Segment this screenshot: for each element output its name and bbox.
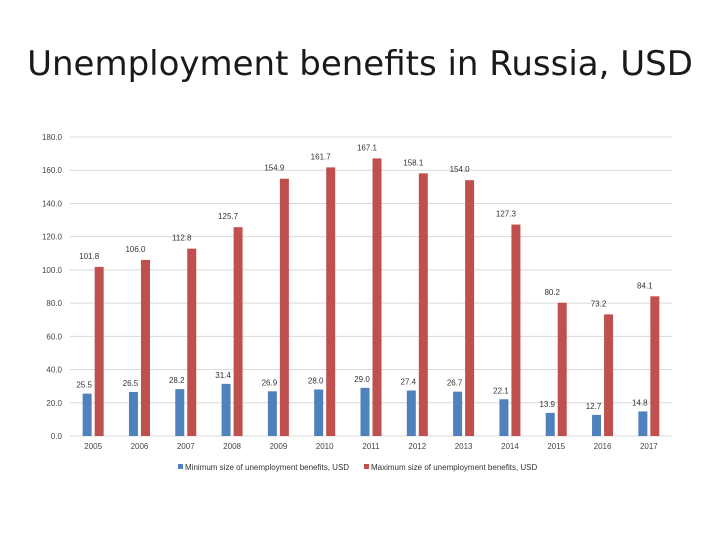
bar-min-2013 bbox=[453, 391, 463, 436]
data-label-min-2011: 29.0 bbox=[354, 375, 370, 384]
data-label-max-2009: 154.9 bbox=[264, 164, 285, 173]
x-tick-label: 2017 bbox=[640, 442, 658, 451]
bar-min-2010 bbox=[314, 389, 324, 436]
x-tick-label: 2005 bbox=[84, 442, 102, 451]
y-tick-label: 160.0 bbox=[42, 166, 63, 175]
x-tick-label: 2015 bbox=[547, 442, 565, 451]
bar-min-2007 bbox=[175, 389, 185, 436]
bar-min-2017 bbox=[638, 411, 648, 436]
bar-min-2008 bbox=[221, 383, 231, 436]
bar-max-2017 bbox=[650, 296, 660, 436]
data-label-min-2010: 28.0 bbox=[308, 376, 324, 385]
y-tick-label: 80.0 bbox=[46, 299, 62, 308]
y-tick-label: 40.0 bbox=[46, 366, 62, 375]
legend-swatch-max bbox=[364, 464, 369, 469]
data-label-min-2008: 31.4 bbox=[215, 371, 231, 380]
bar-max-2007 bbox=[187, 248, 197, 436]
y-tick-label: 140.0 bbox=[42, 199, 63, 208]
y-tick-label: 180.0 bbox=[42, 133, 63, 142]
legend: Minimum size of unemployment benefits, U… bbox=[178, 463, 538, 472]
y-tick-label: 100.0 bbox=[42, 266, 63, 275]
bar-min-2005 bbox=[82, 393, 92, 436]
x-tick-label: 2012 bbox=[408, 442, 426, 451]
bar-min-2011 bbox=[360, 387, 370, 436]
data-label-min-2015: 13.9 bbox=[539, 400, 555, 409]
bar-min-2012 bbox=[406, 390, 416, 436]
y-tick-label: 60.0 bbox=[46, 332, 62, 341]
y-tick-label: 20.0 bbox=[46, 399, 62, 408]
data-label-min-2007: 28.2 bbox=[169, 376, 185, 385]
x-tick-label: 2007 bbox=[177, 442, 195, 451]
data-label-min-2009: 26.9 bbox=[262, 378, 278, 387]
data-label-min-2005: 25.5 bbox=[76, 381, 92, 390]
bar-min-2016 bbox=[592, 414, 602, 436]
data-labels: 25.5 101.8 26.5 106.0 28.2 112.8 31.4 125.7 26.9… bbox=[76, 143, 653, 410]
data-label-max-2017: 84.1 bbox=[637, 281, 653, 290]
data-label-max-2012: 158.1 bbox=[403, 158, 424, 167]
gridlines bbox=[70, 136, 672, 437]
bar-max-2013 bbox=[465, 180, 475, 436]
bar-min-2015 bbox=[545, 412, 555, 436]
y-tick-label: 120.0 bbox=[42, 233, 63, 242]
x-tick-label: 2009 bbox=[269, 442, 287, 451]
data-label-max-2006: 106.0 bbox=[125, 245, 146, 254]
bar-min-2009 bbox=[267, 391, 277, 436]
data-label-max-2013: 154.0 bbox=[450, 165, 471, 174]
data-label-max-2016: 73.2 bbox=[591, 299, 607, 308]
bar-max-2011 bbox=[372, 158, 382, 436]
data-label-min-2016: 12.7 bbox=[586, 402, 602, 411]
bar-max-2006 bbox=[140, 259, 150, 436]
slide-title: Unemployment benefits in Russia, USD bbox=[27, 44, 693, 84]
bar-max-2010 bbox=[326, 167, 336, 437]
y-axis-tick-labels: 0.0 20.0 40.0 60.0 80.0 100.0 120.0 140.0 160.0 1… bbox=[42, 133, 63, 441]
data-label-min-2012: 27.4 bbox=[401, 377, 417, 386]
data-label-min-2006: 26.5 bbox=[123, 379, 139, 388]
bar-max-2009 bbox=[279, 178, 289, 436]
data-label-min-2014: 22.1 bbox=[493, 386, 509, 395]
data-label-max-2008: 125.7 bbox=[218, 212, 239, 221]
data-label-min-2013: 26.7 bbox=[447, 379, 463, 388]
bar-min-2006 bbox=[128, 391, 138, 436]
x-axis-tick-labels: 2005 2006 2007 2008 2009 2010 2011 2012 2013 2014… bbox=[84, 442, 658, 451]
bar-max-2015 bbox=[557, 302, 567, 436]
data-label-max-2014: 127.3 bbox=[496, 210, 517, 219]
x-tick-label: 2010 bbox=[316, 442, 334, 451]
data-label-max-2005: 101.8 bbox=[79, 252, 100, 261]
bar-max-2008 bbox=[233, 227, 243, 436]
legend-swatch-min bbox=[178, 464, 183, 469]
legend-label-max: Maximum size of unemployment benefits, U… bbox=[371, 463, 538, 472]
y-tick-label: 0.0 bbox=[51, 432, 63, 441]
x-tick-label: 2006 bbox=[131, 442, 149, 451]
bar-max-2005 bbox=[94, 266, 104, 436]
data-label-max-2010: 161.7 bbox=[311, 152, 332, 161]
data-label-min-2017: 14.8 bbox=[632, 398, 648, 407]
bar-max-2012 bbox=[418, 173, 428, 436]
bar-min-2014 bbox=[499, 399, 509, 436]
data-label-max-2011: 167.1 bbox=[357, 143, 378, 152]
x-tick-label: 2011 bbox=[362, 442, 380, 451]
x-tick-label: 2013 bbox=[455, 442, 473, 451]
bar-max-2014 bbox=[511, 224, 521, 436]
data-label-max-2007: 112.8 bbox=[172, 234, 192, 243]
bars bbox=[82, 158, 660, 437]
x-tick-label: 2016 bbox=[594, 442, 612, 451]
data-label-max-2015: 80.2 bbox=[544, 288, 560, 297]
x-tick-label: 2014 bbox=[501, 442, 519, 451]
legend-label-min: Minimum size of unemployment benefits, U… bbox=[185, 463, 349, 472]
bar-max-2016 bbox=[604, 314, 614, 436]
x-tick-label: 2008 bbox=[223, 442, 241, 451]
